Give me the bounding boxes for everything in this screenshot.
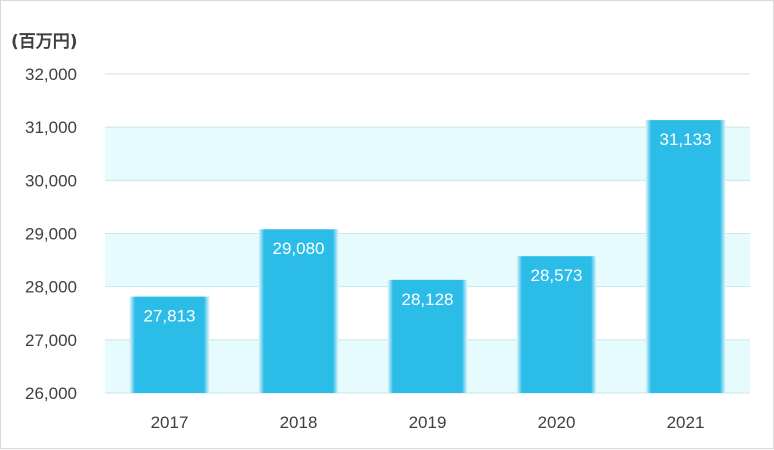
gridlines: [105, 73, 750, 394]
y-axis-unit-label: (百万円): [11, 32, 78, 52]
y-axis-ticks: 26,000 27,000 28,000 29,000 30,000 31,000 32,0…: [25, 65, 77, 403]
y-tick-label: 28,000: [25, 278, 77, 297]
x-tick-label: 2019: [409, 413, 447, 432]
y-tick-label: 32,000: [25, 65, 77, 84]
x-axis-ticks: 2017 2018 2019 2020 2021: [151, 413, 705, 432]
bar-value-label: 31,133: [660, 130, 712, 149]
y-tick-label: 31,000: [25, 118, 77, 137]
plot-band: [105, 127, 750, 181]
bar: [645, 120, 726, 394]
plot-band: [105, 180, 750, 234]
bar: [129, 296, 210, 393]
bar-value-label: 28,128: [402, 290, 454, 309]
x-tick-label: 2018: [280, 413, 318, 432]
x-tick-label: 2020: [538, 413, 576, 432]
y-tick-label: 27,000: [25, 331, 77, 350]
x-tick-label: 2021: [667, 413, 705, 432]
y-tick-label: 26,000: [25, 384, 77, 403]
bar-value-label: 28,573: [531, 266, 583, 285]
y-tick-label: 30,000: [25, 171, 77, 190]
plot-background-bands: [105, 74, 750, 393]
x-tick-label: 2017: [151, 413, 189, 432]
y-tick-label: 29,000: [25, 225, 77, 244]
plot-band: [105, 74, 750, 128]
bar: [516, 256, 597, 393]
plot-band: [105, 233, 750, 287]
bar: [258, 229, 339, 393]
bar-value-label: 27,813: [144, 307, 196, 326]
bars: 27,813 29,080 28,128 28,573 31,133: [129, 120, 726, 394]
bar-value-label: 29,080: [273, 239, 325, 258]
bar: [387, 279, 468, 393]
